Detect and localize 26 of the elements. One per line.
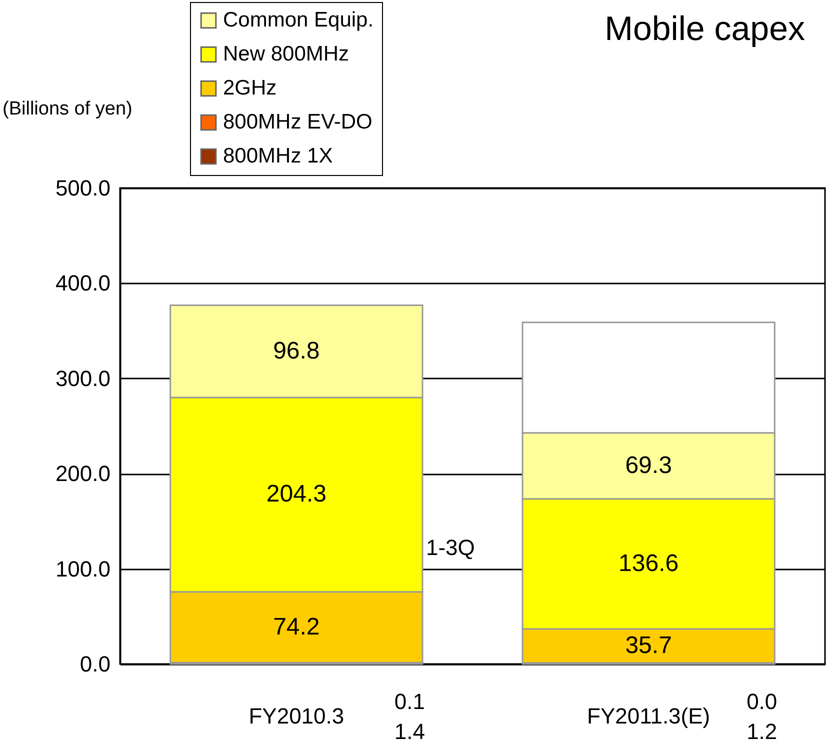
- annotation: 1-3Q: [426, 535, 475, 560]
- legend-label: 2GHz: [223, 76, 277, 100]
- y-tick-label: 200.0: [55, 461, 110, 486]
- data-label: 1.4: [394, 719, 426, 744]
- y-tick-label: 500.0: [55, 176, 110, 200]
- legend-label: 800MHz EV-DO: [223, 110, 372, 134]
- data-label: 1.2: [746, 719, 778, 744]
- y-tick-label: 0.0: [80, 652, 110, 676]
- data-label: 136.6: [618, 550, 679, 577]
- y-axis-title: (Billions of yen): [2, 98, 132, 120]
- x-tick-label: FY2011.3(E): [587, 704, 710, 728]
- y-tick-label: 100.0: [55, 556, 110, 582]
- data-label: 74.2: [273, 613, 320, 640]
- legend-label: 800MHz 1X: [223, 144, 333, 168]
- y-tick-label: 400.0: [55, 270, 110, 296]
- y-tick-label: 300.0: [55, 366, 110, 391]
- x-tick-label: FY2010.3: [248, 704, 344, 728]
- data-label: 96.8: [273, 337, 320, 364]
- chart-title: Mobile capex: [604, 10, 805, 48]
- legend-label: New 800MHz: [223, 42, 350, 66]
- legend-label: Common Equip.: [223, 8, 374, 32]
- data-label: 69.3: [625, 452, 672, 479]
- data-label: 35.7: [625, 632, 672, 659]
- data-label: 0.0: [746, 689, 778, 714]
- data-label: 0.1: [394, 689, 426, 714]
- data-label: 204.3: [266, 480, 326, 508]
